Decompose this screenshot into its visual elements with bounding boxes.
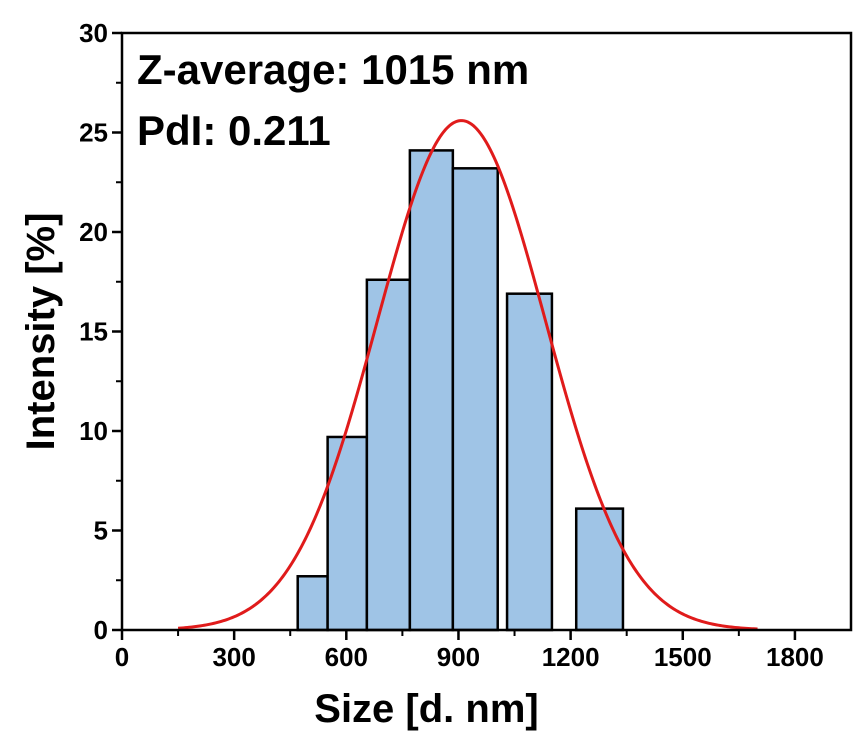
x-tick-label-0: 0 bbox=[115, 642, 129, 672]
y-tick-label-6: 30 bbox=[79, 18, 108, 48]
x-tick-label-1: 300 bbox=[212, 642, 255, 672]
gaussian-fit-curve bbox=[177, 119, 758, 631]
x-axis-ticks: 0 300 600 900 1200 1500 1800 bbox=[115, 630, 824, 672]
y-tick-label-1: 5 bbox=[94, 516, 108, 546]
y-tick-label-4: 20 bbox=[79, 217, 108, 247]
x-tick-label-2: 600 bbox=[325, 642, 368, 672]
y-tick-label-2: 10 bbox=[79, 416, 108, 446]
histogram-bar-5 bbox=[505, 292, 554, 632]
histogram-bar-6 bbox=[574, 507, 625, 632]
histogram-bars bbox=[296, 149, 625, 632]
x-tick-label-5: 1500 bbox=[654, 642, 712, 672]
z-average-annotation: Z-average: 1015 nm bbox=[137, 46, 529, 93]
y-tick-label-5: 25 bbox=[79, 118, 108, 148]
histogram-bar-4 bbox=[451, 167, 499, 632]
y-axis-label: Intensity [%] bbox=[19, 213, 63, 451]
y-tick-label-3: 15 bbox=[79, 317, 108, 347]
pdi-annotation: PdI: 0.211 bbox=[137, 107, 331, 154]
x-tick-label-4: 1200 bbox=[542, 642, 600, 672]
histogram-bar-0 bbox=[296, 575, 329, 632]
x-axis-label: Size [d. nm] bbox=[314, 687, 538, 731]
x-tick-label-3: 900 bbox=[437, 642, 480, 672]
x-tick-label-6: 1800 bbox=[766, 642, 824, 672]
histogram-bar-3 bbox=[408, 149, 455, 632]
y-tick-label-0: 0 bbox=[94, 615, 108, 645]
y-axis-ticks: 0 5 10 15 20 25 30 bbox=[79, 18, 122, 645]
